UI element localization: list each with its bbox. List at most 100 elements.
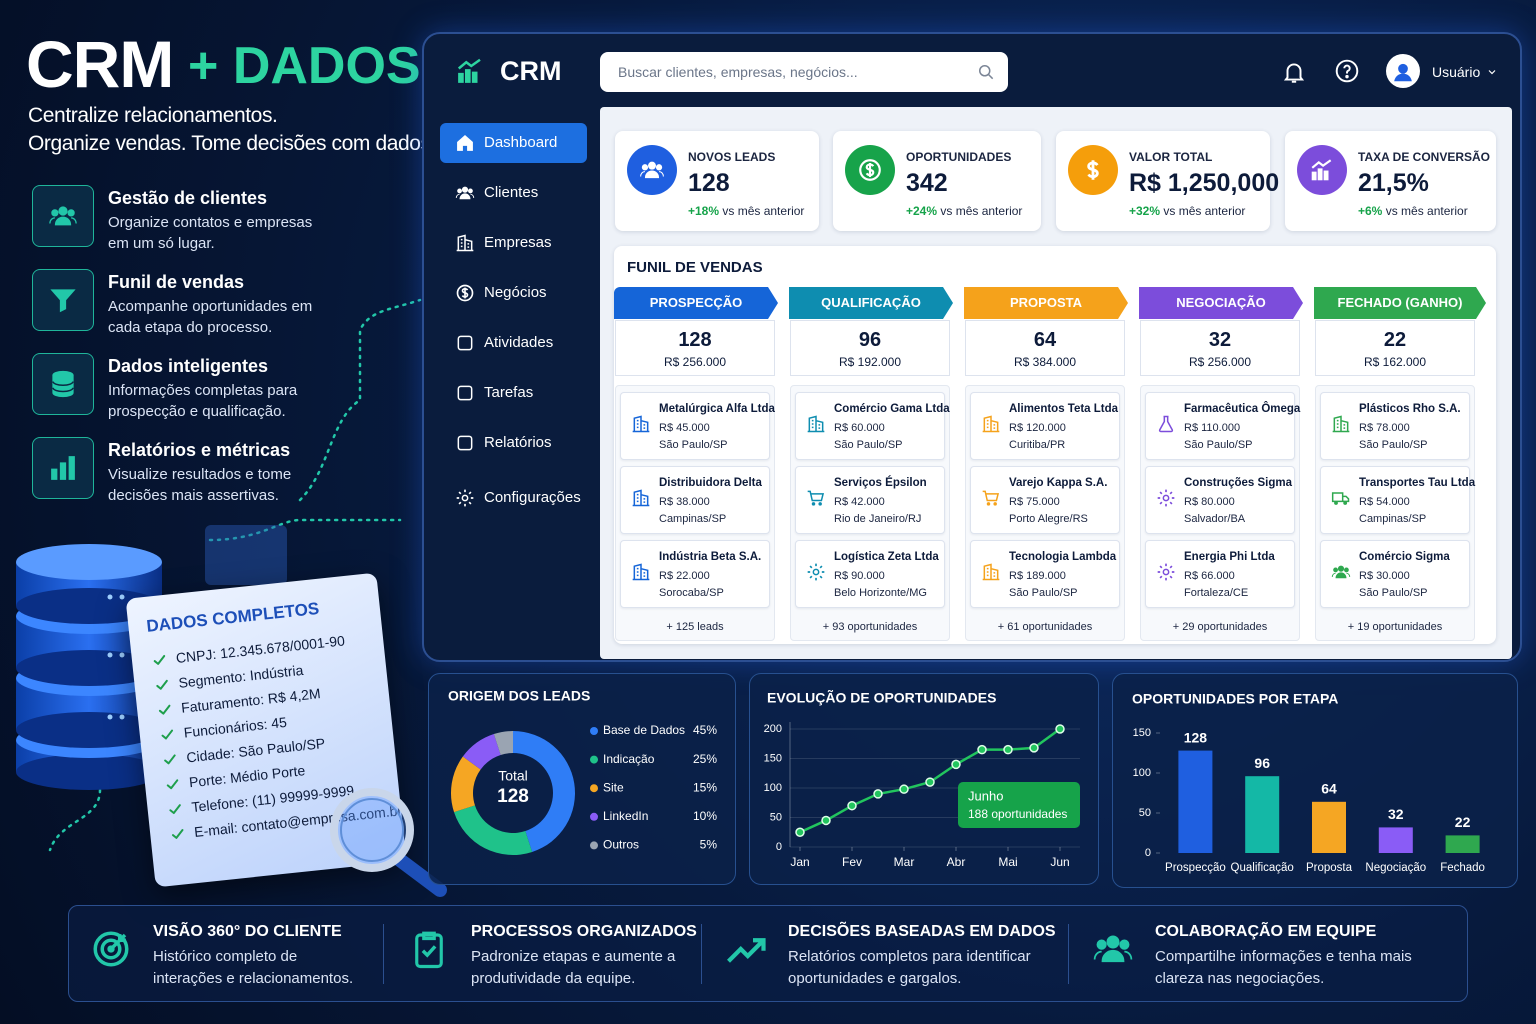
- hero-subtitle: Centralize relacionamentos.: [28, 104, 278, 127]
- benefit-text: Histórico completo de interações e relac…: [153, 948, 354, 987]
- kpi-value: 21,5%: [1358, 169, 1429, 197]
- deal-card[interactable]: Energia Phi Ltda R$ 66.000 Fortaleza/CE: [1145, 540, 1295, 608]
- stage-count: 22: [1383, 329, 1407, 351]
- feature-icon-box: [32, 353, 94, 415]
- deal-card[interactable]: Tecnologia Lambda R$ 189.000 São Paulo/SP: [970, 540, 1120, 608]
- deal-city: Fortaleza/CE: [1184, 587, 1249, 599]
- nav-item[interactable]: Relatórios: [484, 434, 552, 451]
- deal-name: Indústria Beta S.A.: [659, 551, 762, 563]
- disc-bottom: [16, 650, 162, 686]
- icon: [982, 563, 1000, 581]
- deal-value: R$ 42.000: [834, 496, 885, 508]
- icon-shape: [865, 162, 875, 178]
- deal-city: Sorocaba/SP: [659, 587, 724, 599]
- stage-amount: R$ 162.000: [1363, 355, 1427, 369]
- icon-shape: [422, 931, 436, 941]
- stage-count: 96: [858, 329, 882, 351]
- stage-more: + 125 leads: [666, 621, 724, 633]
- icon-shape: [641, 164, 649, 171]
- deal-card[interactable]: Metalúrgica Alfa Ltda R$ 45.000 São Paulo/…: [620, 392, 775, 460]
- feature-text: Organize contatos e empresas em um só lu…: [108, 214, 313, 252]
- nav-item[interactable]: Dashboard: [484, 134, 558, 151]
- deal-card[interactable]: Transportes Tau Ltda R$ 54.000 Campinas/SP: [1320, 466, 1475, 534]
- deal-card[interactable]: Construções Sigma R$ 80.000 Salvador/BA: [1145, 466, 1295, 534]
- icon: [457, 435, 473, 451]
- deal-value: R$ 66.000: [1184, 570, 1235, 582]
- deal-city: São Paulo/SP: [659, 439, 728, 451]
- icon-shape: [636, 493, 646, 503]
- icon: [1311, 159, 1332, 181]
- icon[interactable]: [1334, 58, 1360, 84]
- feature-title: Dados inteligentes: [108, 356, 269, 376]
- deal-card[interactable]: Comércio Sigma R$ 30.000 São Paulo/SP: [1320, 540, 1470, 608]
- icon-shape: [807, 490, 825, 502]
- data-card-row: Cidade: São Paulo/SP: [159, 726, 376, 773]
- nav-item[interactable]: Clientes: [484, 184, 539, 201]
- kpi-change: +18%: [688, 204, 720, 218]
- search-box[interactable]: Buscar clientes, empresas, negócios...: [600, 52, 1008, 92]
- deal-value: R$ 80.000: [1184, 496, 1235, 508]
- icon-shape: [632, 563, 650, 581]
- icon: [156, 679, 168, 690]
- deal-card[interactable]: Indústria Beta S.A. R$ 22.000 Sorocaba/SP: [620, 540, 770, 608]
- deal-card[interactable]: Alimentos Teta Ltda R$ 120.000 Curitiba/PR: [970, 392, 1120, 460]
- icon: [456, 234, 474, 252]
- icon-shape: [982, 415, 1000, 433]
- deal-value: R$ 75.000: [1009, 496, 1060, 508]
- deal-name: Comércio Gama Ltda: [834, 403, 950, 415]
- icon: [859, 159, 881, 181]
- deal-value: R$ 60.000: [834, 422, 885, 434]
- deal-city: São Paulo/SP: [1009, 587, 1078, 599]
- nav-item[interactable]: Negócios: [484, 284, 547, 301]
- icon-shape: [1488, 70, 1496, 75]
- icon-shape: [109, 933, 127, 951]
- feature-icon-box: [32, 437, 94, 499]
- stage-summary: 64 R$ 384.000: [965, 320, 1125, 376]
- icon-shape: [632, 415, 650, 433]
- deal-city: Curitiba/PR: [1009, 439, 1066, 451]
- icon-shape: [457, 134, 473, 151]
- deal-name: Energia Phi Ltda: [1184, 551, 1275, 563]
- icon: [52, 370, 74, 398]
- icon: [457, 335, 473, 351]
- deal-value: R$ 45.000: [659, 422, 710, 434]
- icon: [456, 489, 474, 507]
- stage-amount: R$ 384.000: [1013, 355, 1077, 369]
- deal-card[interactable]: Distribuidora Delta R$ 38.000 Campinas/SP: [620, 466, 770, 534]
- deal-card[interactable]: Serviços Épsilon R$ 42.000 Rio de Janeiro/…: [795, 466, 945, 534]
- icon-shape: [52, 381, 74, 393]
- app-logo: CRM: [500, 56, 562, 86]
- deal-city: São Paulo/SP: [1184, 439, 1253, 451]
- nav-item[interactable]: Tarefas: [484, 384, 534, 401]
- user-menu[interactable]: Usuário: [1432, 64, 1481, 80]
- nav-item[interactable]: Empresas: [484, 234, 552, 251]
- kpi-change-note: vs mês anterior: [722, 204, 805, 218]
- icon-shape: [330, 788, 414, 872]
- deal-card[interactable]: Farmacêutica Ômega R$ 110.000 São Paulo/SP: [1145, 392, 1300, 460]
- deal-name: Transportes Tau Ltda: [1359, 477, 1476, 489]
- deal-card[interactable]: Logística Zeta Ltda R$ 90.000 Belo Horizon…: [795, 540, 945, 608]
- deal-card[interactable]: Plásticos Rho S.A. R$ 78.000 São Paulo/SP: [1320, 392, 1470, 460]
- icon[interactable]: [1281, 58, 1307, 86]
- icon: [169, 804, 181, 815]
- nav-item[interactable]: Configurações: [484, 489, 581, 506]
- deal-value: R$ 38.000: [659, 496, 710, 508]
- icon-shape: [1344, 567, 1349, 573]
- kpi-change: +32%: [1129, 204, 1161, 218]
- icon: [171, 829, 184, 839]
- stage-more: + 61 oportunidades: [997, 621, 1093, 633]
- icon-shape: [68, 456, 75, 480]
- feature-title: Relatórios e métricas: [108, 440, 291, 460]
- nav-item[interactable]: Atividades: [484, 334, 554, 351]
- dotted-line: [48, 788, 102, 852]
- benefit-text: Compartilhe informações e tenha mais cla…: [1155, 948, 1412, 987]
- deal-card[interactable]: Comércio Gama Ltda R$ 60.000 São Paulo/SP: [795, 392, 950, 460]
- deal-card[interactable]: Varejo Kappa S.A. R$ 75.000 Porto Alegre/R…: [970, 466, 1120, 534]
- icon: [51, 456, 75, 480]
- icon-shape: [421, 945, 437, 958]
- stage-summary: 22 R$ 162.000: [1315, 320, 1475, 376]
- kpi-card: OPORTUNIDADES 342 +24% vs mês anterior: [833, 131, 1041, 231]
- deal-value: R$ 90.000: [834, 570, 885, 582]
- funnel-panel: FUNIL DE VENDAS PROSPECÇÃO 128 R$ 256.000 Me…: [614, 246, 1496, 644]
